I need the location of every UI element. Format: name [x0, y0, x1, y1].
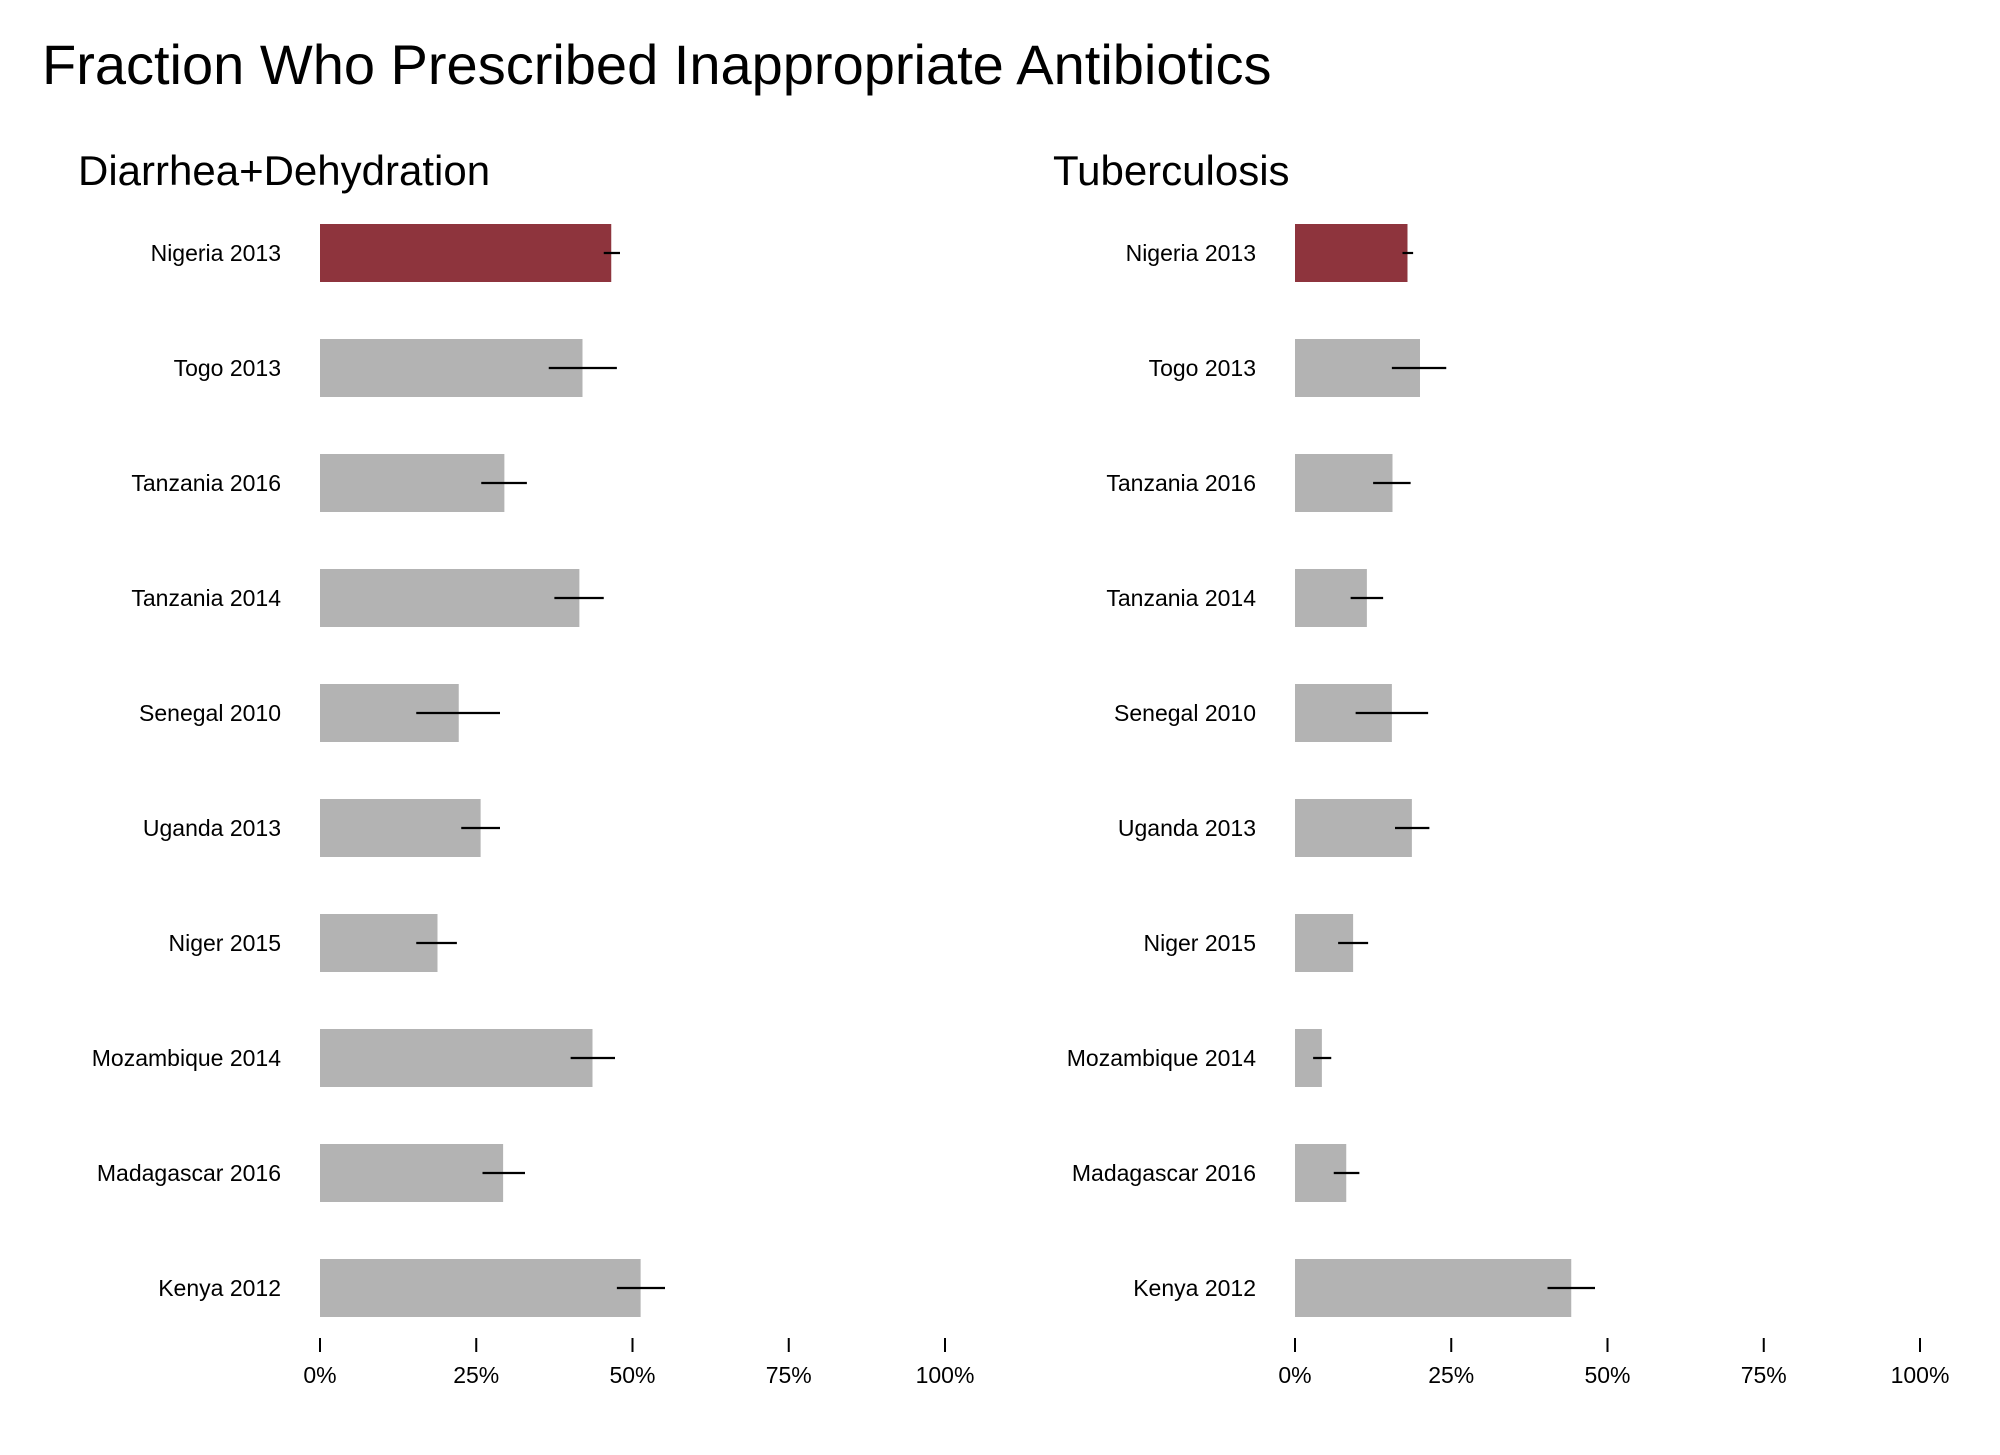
category-label-mozambique-2014: Mozambique 2014: [92, 1045, 281, 1071]
category-label-tanzania-2014: Tanzania 2014: [131, 585, 281, 611]
bar-togo-2013: [320, 339, 583, 397]
category-label-nigeria-2013: Nigeria 2013: [151, 240, 281, 266]
category-label-uganda-2013: Uganda 2013: [143, 815, 281, 841]
category-label-tanzania-2014: Tanzania 2014: [1106, 585, 1256, 611]
x-tick-label: 25%: [1428, 1362, 1474, 1388]
x-tick-label: 100%: [1891, 1362, 1950, 1388]
category-label-niger-2015: Niger 2015: [1143, 930, 1256, 956]
category-label-kenya-2012: Kenya 2012: [158, 1275, 281, 1301]
category-label-uganda-2013: Uganda 2013: [1118, 815, 1256, 841]
category-label-senegal-2010: Senegal 2010: [1114, 700, 1256, 726]
x-tick-label: 75%: [766, 1362, 812, 1388]
x-tick-label: 50%: [609, 1362, 655, 1388]
category-label-senegal-2010: Senegal 2010: [139, 700, 281, 726]
bar-kenya-2012: [1295, 1259, 1572, 1317]
category-label-madagascar-2016: Madagascar 2016: [97, 1160, 281, 1186]
bar-uganda-2013: [1295, 799, 1412, 857]
bar-kenya-2012: [320, 1259, 641, 1317]
x-tick-label: 75%: [1741, 1362, 1787, 1388]
category-label-madagascar-2016: Madagascar 2016: [1072, 1160, 1256, 1186]
category-label-mozambique-2014: Mozambique 2014: [1067, 1045, 1256, 1071]
bar-madagascar-2016: [320, 1144, 504, 1202]
chart-title: Fraction Who Prescribed Inappropriate An…: [42, 33, 1272, 96]
category-label-tanzania-2016: Tanzania 2016: [131, 470, 281, 496]
bar-tanzania-2014: [320, 569, 580, 627]
category-label-togo-2013: Togo 2013: [174, 355, 281, 381]
category-label-tanzania-2016: Tanzania 2016: [1106, 470, 1256, 496]
x-tick-label: 0%: [303, 1362, 336, 1388]
facet-title: Diarrhea+Dehydration: [78, 147, 490, 194]
bar-tanzania-2016: [320, 454, 505, 512]
facet-diarrhea-dehydration: Diarrhea+Dehydration Nigeria 2013 Togo 201…: [78, 147, 974, 1388]
category-label-niger-2015: Niger 2015: [168, 930, 281, 956]
facet-tuberculosis: Tuberculosis Nigeria 2013 Togo 2013 Tanzani…: [1053, 147, 1949, 1388]
x-tick-label: 0%: [1278, 1362, 1311, 1388]
x-tick-label: 50%: [1584, 1362, 1630, 1388]
category-label-kenya-2012: Kenya 2012: [1133, 1275, 1256, 1301]
x-tick-label: 25%: [453, 1362, 499, 1388]
bar-mozambique-2014: [320, 1029, 593, 1087]
category-label-nigeria-2013: Nigeria 2013: [1126, 240, 1256, 266]
facet-title: Tuberculosis: [1053, 147, 1290, 194]
bar-uganda-2013: [320, 799, 481, 857]
category-label-togo-2013: Togo 2013: [1149, 355, 1256, 381]
bar-nigeria-2013: [320, 224, 612, 282]
x-tick-label: 100%: [916, 1362, 975, 1388]
bar-nigeria-2013: [1295, 224, 1408, 282]
